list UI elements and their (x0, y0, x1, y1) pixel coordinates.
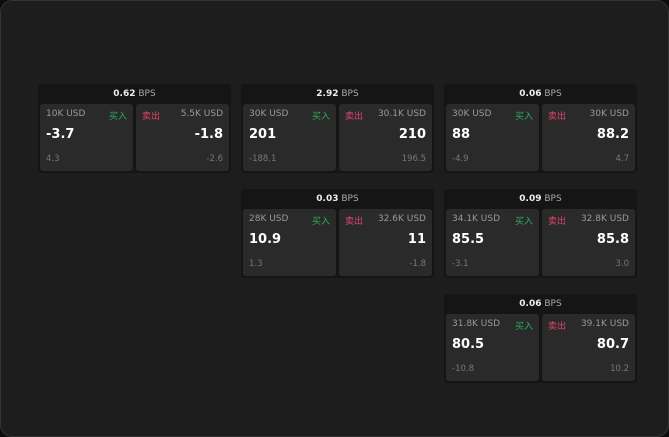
sell-size: 32.6K USD (377, 214, 426, 224)
quote-card: 0.03 BPS 28K USD 买入 10.9 1.3 卖出 32.6K USD 11 -… (241, 189, 434, 278)
sell-change: 4.7 (615, 154, 629, 164)
spread-header: 0.62 BPS (40, 84, 229, 104)
buy-size: 28K USD (249, 214, 289, 224)
sell-label: 卖出 (142, 112, 161, 122)
spread-header: 0.09 BPS (446, 189, 635, 209)
spread-unit: BPS (544, 299, 562, 309)
sell-price: 85.8 (596, 232, 629, 247)
sell-size: 5.5K USD (180, 109, 223, 119)
sell-change: 196.5 (401, 154, 426, 164)
buy-size: 30K USD (249, 109, 289, 119)
spread-value: 0.62 (113, 89, 136, 99)
sell-label: 卖出 (345, 112, 364, 122)
buy-label: 买入 (108, 112, 127, 122)
sell-change: 3.0 (615, 259, 629, 269)
spread-unit: BPS (544, 194, 562, 204)
buy-price: 10.9 (249, 232, 282, 247)
quote-card: 2.92 BPS 30K USD 买入 201 -188.1 卖出 30.1K USD 2… (241, 84, 434, 173)
spread-unit: BPS (341, 89, 359, 99)
sell-size: 30K USD (589, 109, 629, 119)
spread-value: 0.03 (316, 194, 339, 204)
spread-unit: BPS (544, 89, 562, 99)
spread-value: 0.06 (519, 89, 542, 99)
buy-change: -10.8 (452, 364, 474, 374)
buy-label: 买入 (514, 322, 533, 332)
spread-header: 0.06 BPS (446, 84, 635, 104)
sell-label: 卖出 (548, 112, 567, 122)
buy-cell[interactable]: 28K USD 买入 10.9 1.3 (243, 209, 336, 276)
sell-price: -1.8 (194, 127, 223, 142)
sell-change: -1.8 (409, 259, 426, 269)
buy-cell[interactable]: 31.8K USD 买入 80.5 -10.8 (446, 314, 539, 381)
buy-price: -3.7 (46, 127, 75, 142)
spread-value: 0.06 (519, 299, 542, 309)
quote-card: 0.06 BPS 30K USD 买入 88 -4.9 卖出 30K USD 88.2 4.… (444, 84, 637, 173)
quote-card: 0.09 BPS 34.1K USD 买入 85.5 -3.1 卖出 32.8K USD… (444, 189, 637, 278)
buy-cell[interactable]: 30K USD 买入 201 -188.1 (243, 104, 336, 171)
spread-value: 0.09 (519, 194, 542, 204)
sell-price: 88.2 (596, 127, 629, 142)
spread-value: 2.92 (316, 89, 339, 99)
sell-cell[interactable]: 卖出 30.1K USD 210 196.5 (339, 104, 432, 171)
sell-change: 10.2 (610, 364, 629, 374)
sell-price: 11 (407, 232, 426, 247)
buy-change: 1.3 (249, 259, 263, 269)
sell-price: 80.7 (596, 337, 629, 352)
buy-price: 201 (249, 127, 277, 142)
spread-header: 0.03 BPS (243, 189, 432, 209)
buy-cell[interactable]: 34.1K USD 买入 85.5 -3.1 (446, 209, 539, 276)
sell-size: 30.1K USD (377, 109, 426, 119)
buy-label: 买入 (311, 112, 330, 122)
sell-size: 32.8K USD (580, 214, 629, 224)
quote-card: 0.62 BPS 10K USD 买入 -3.7 4.3 卖出 5.5K USD -1.8… (38, 84, 231, 173)
buy-label: 买入 (311, 217, 330, 227)
buy-size: 31.8K USD (452, 319, 501, 329)
spread-unit: BPS (341, 194, 359, 204)
buy-size: 30K USD (452, 109, 492, 119)
buy-change: 4.3 (46, 154, 60, 164)
buy-label: 买入 (514, 217, 533, 227)
sell-cell[interactable]: 卖出 32.6K USD 11 -1.8 (339, 209, 432, 276)
buy-change: -3.1 (452, 259, 469, 269)
sell-cell[interactable]: 卖出 39.1K USD 80.7 10.2 (542, 314, 635, 381)
sell-label: 卖出 (345, 217, 364, 227)
sell-label: 卖出 (548, 322, 567, 332)
quote-card: 0.06 BPS 31.8K USD 买入 80.5 -10.8 卖出 39.1K US… (444, 294, 637, 383)
buy-cell[interactable]: 10K USD 买入 -3.7 4.3 (40, 104, 133, 171)
spread-header: 2.92 BPS (243, 84, 432, 104)
spread-header: 0.06 BPS (446, 294, 635, 314)
buy-price: 80.5 (452, 337, 485, 352)
buy-size: 34.1K USD (452, 214, 501, 224)
buy-cell[interactable]: 30K USD 买入 88 -4.9 (446, 104, 539, 171)
sell-size: 39.1K USD (580, 319, 629, 329)
sell-cell[interactable]: 卖出 5.5K USD -1.8 -2.6 (136, 104, 229, 171)
sell-change: -2.6 (206, 154, 223, 164)
sell-cell[interactable]: 卖出 30K USD 88.2 4.7 (542, 104, 635, 171)
sell-price: 210 (398, 127, 426, 142)
buy-change: -188.1 (249, 154, 277, 164)
sell-label: 卖出 (548, 217, 567, 227)
spread-unit: BPS (138, 89, 156, 99)
buy-size: 10K USD (46, 109, 86, 119)
sell-cell[interactable]: 卖出 32.8K USD 85.8 3.0 (542, 209, 635, 276)
buy-change: -4.9 (452, 154, 469, 164)
buy-label: 买入 (514, 112, 533, 122)
buy-price: 85.5 (452, 232, 485, 247)
buy-price: 88 (452, 127, 471, 142)
